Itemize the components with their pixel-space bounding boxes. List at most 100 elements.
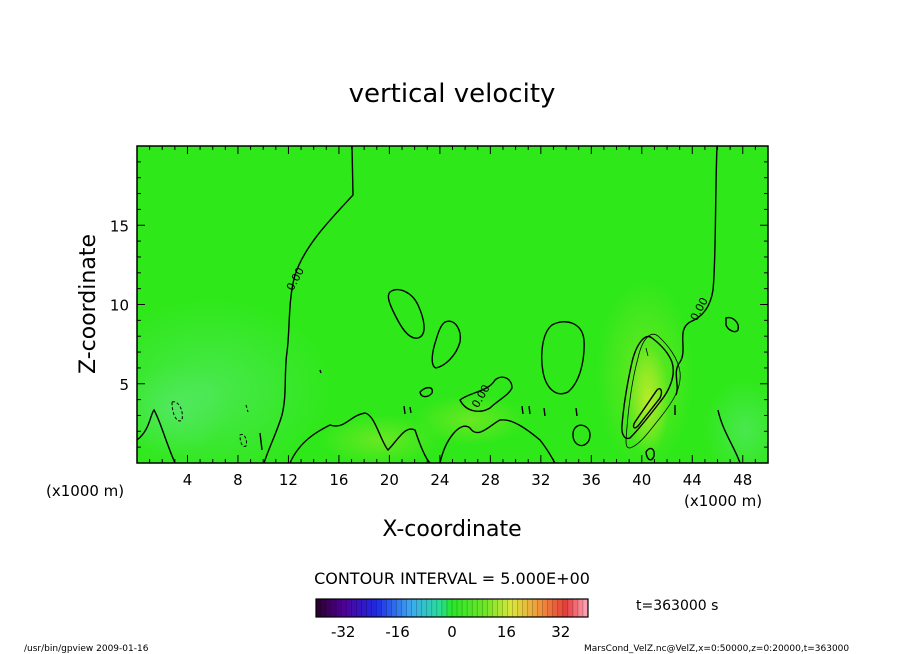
x-tick-label: 28	[481, 471, 500, 489]
colorbar-cell	[371, 599, 377, 617]
colorbar-cell	[426, 599, 433, 617]
colorbar-cell	[557, 599, 564, 617]
colorbar-cell	[537, 599, 543, 617]
colorbar-cell	[522, 599, 528, 617]
colorbar-cell	[512, 599, 518, 617]
colorbar-cell	[487, 599, 493, 617]
contour-line	[137, 408, 176, 463]
colorbar-cell	[346, 599, 352, 617]
y-tick-label: 5	[119, 376, 129, 394]
x-tick-label: 32	[531, 471, 550, 489]
colorbar-cell	[331, 599, 337, 617]
contour-line	[625, 333, 681, 449]
colorbar-cell	[406, 599, 413, 617]
colorbar-cell	[472, 599, 478, 617]
contour-line	[572, 424, 591, 447]
colorbar-cell	[316, 599, 322, 617]
colorbar-cell	[446, 599, 453, 617]
y-axis-label: Z-coordinate	[76, 234, 101, 374]
colorbar-cell	[577, 599, 584, 617]
colorbar-tick-label: -16	[385, 623, 410, 641]
colorbar-cell	[376, 599, 382, 617]
contour-line	[263, 146, 354, 463]
x-tick-label: 8	[233, 471, 243, 489]
x-tick-label: 36	[582, 471, 601, 489]
time-label: t=363000 s	[636, 598, 718, 614]
x-tick-label: 16	[329, 471, 348, 489]
colorbar-cell	[562, 599, 569, 617]
colorbar-cell	[441, 599, 448, 617]
contour-line	[675, 146, 718, 396]
contour-line	[245, 404, 249, 413]
contour-line	[239, 433, 247, 447]
colorbar-cell	[321, 599, 327, 617]
colorbar-tick-label: -32	[331, 623, 356, 641]
x-unit-left: (x1000 m)	[46, 482, 124, 500]
colorbar-cell	[462, 599, 468, 617]
colorbar-cell	[507, 599, 513, 617]
colorbar-cell	[326, 599, 332, 617]
field-shade	[415, 395, 525, 445]
colorbar-cell	[527, 599, 533, 617]
colorbar-cell	[421, 599, 428, 617]
plot-area: 0.000.000.00	[137, 146, 768, 463]
colorbar-cell	[431, 599, 438, 617]
colorbar-cell	[457, 599, 463, 617]
colorbar: -32 -16 0 16 32	[315, 598, 589, 641]
chart-title: vertical velocity	[349, 79, 556, 109]
colorbar-cell	[542, 599, 549, 617]
y-tick-label: 10	[110, 297, 129, 315]
contour-line	[387, 288, 425, 339]
colorbar-cell	[356, 599, 362, 617]
colorbar-cell	[336, 599, 342, 617]
x-tick-label: 12	[279, 471, 298, 489]
x-tick-label: 20	[380, 471, 399, 489]
colorbar-cell	[517, 599, 523, 617]
x-unit-right: (x1000 m)	[684, 492, 762, 510]
colorbar-tick-label: 16	[497, 623, 516, 641]
colorbar-cell	[572, 599, 579, 617]
colorbar-cell	[477, 599, 483, 617]
x-axis: 4 8 12 16 20 24 28 32 36 40 44 48	[149, 146, 756, 489]
x-axis-label: X-coordinate	[382, 517, 521, 542]
contour-line	[645, 447, 655, 461]
colorbar-cell	[467, 599, 473, 617]
contour-interval-label: CONTOUR INTERVAL = 5.000E+00	[314, 569, 590, 588]
contour-line	[171, 401, 183, 422]
contour-line	[541, 321, 585, 395]
negative-contours	[171, 401, 249, 447]
x-tick-label: 40	[632, 471, 651, 489]
colorbar-cell	[411, 599, 418, 617]
colorbar-cell	[401, 599, 407, 617]
colorbar-cell	[502, 599, 508, 617]
footer-right: MarsCond_VelZ.nc@VelZ,x=0:50000,z=0:2000…	[584, 644, 849, 654]
colorbar-tick-label: 32	[551, 623, 570, 641]
colorbar-cell	[552, 599, 559, 617]
colorbar-tick-label: 0	[447, 623, 457, 641]
colorbar-cell	[567, 599, 574, 617]
contour-line	[717, 409, 741, 463]
colorbar-cell	[582, 599, 589, 617]
colorbar-cell	[361, 599, 367, 617]
colorbar-cell	[492, 599, 498, 617]
colorbar-cell	[351, 599, 357, 617]
y-axis: 5 10 15	[110, 161, 768, 448]
footer-left: /usr/bin/gpview 2009-01-16	[24, 644, 149, 654]
colorbar-cell	[386, 599, 392, 617]
colorbar-frame	[315, 598, 589, 618]
positive-contours	[625, 333, 681, 449]
colorbar-cell	[532, 599, 538, 617]
colorbar-cell	[436, 599, 443, 617]
colorbar-cell	[416, 599, 423, 617]
zero-contours	[137, 146, 741, 463]
y-tick-label: 15	[110, 217, 129, 235]
x-tick-label: 24	[430, 471, 449, 489]
contour-line	[645, 347, 649, 357]
colorbar-cell	[452, 599, 458, 617]
field-shade	[320, 415, 440, 463]
contour-line	[621, 335, 674, 440]
colorbar-cell	[391, 599, 397, 617]
x-tick-label: 44	[683, 471, 702, 489]
colorbar-cell	[366, 599, 372, 617]
